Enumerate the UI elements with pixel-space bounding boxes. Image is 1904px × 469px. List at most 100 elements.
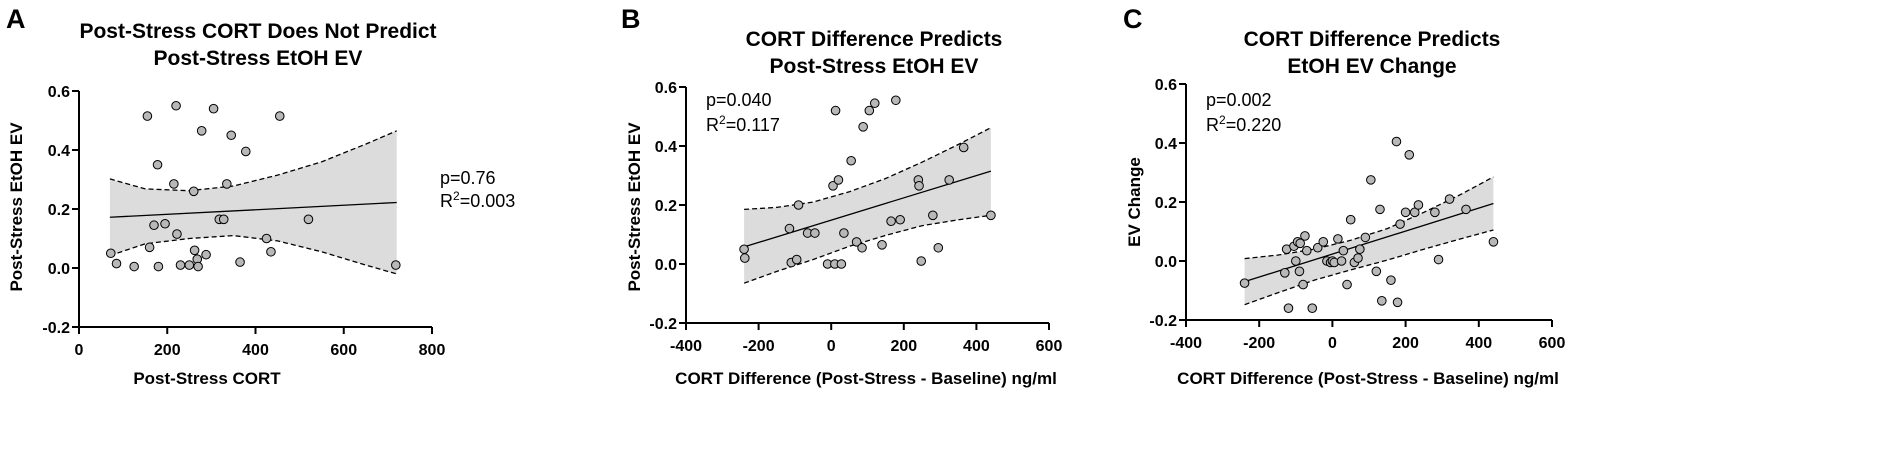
data-point — [810, 228, 820, 238]
data-point — [1336, 256, 1347, 266]
y-tick-label: -0.2 — [42, 320, 70, 337]
data-point — [175, 260, 186, 270]
data-point — [1338, 245, 1349, 256]
data-point — [1444, 194, 1455, 204]
panel-label-c: C — [1123, 4, 1143, 34]
data-point — [886, 216, 896, 227]
data-point — [129, 261, 139, 272]
confidence-band — [109, 130, 397, 274]
y-tick-label: 0.4 — [1155, 136, 1177, 153]
data-point — [160, 218, 170, 229]
x-tick-label: 600 — [1539, 335, 1566, 352]
y-tick-label: 0.2 — [48, 202, 70, 219]
data-point — [1430, 207, 1440, 218]
data-point — [274, 111, 285, 121]
data-point — [169, 179, 179, 189]
p-value-label: p=0.040 — [706, 90, 772, 110]
data-point — [1400, 207, 1411, 218]
chart-title-line-2: EtOH EV Change — [1287, 55, 1456, 78]
x-tick-label: 0 — [75, 342, 84, 359]
x-tick-label: 400 — [242, 342, 269, 359]
x-tick-label: 200 — [890, 338, 917, 355]
data-point — [1312, 242, 1323, 253]
p-value-label: p=0.002 — [1206, 90, 1272, 110]
data-point — [266, 246, 276, 257]
data-point — [105, 248, 116, 259]
data-point — [1239, 278, 1250, 288]
data-point — [193, 261, 203, 272]
data-point — [188, 186, 199, 197]
y-tick-label: 0.6 — [655, 80, 677, 97]
data-point — [869, 98, 880, 109]
x-axis-label: CORT Difference (Post-Stress - Baseline)… — [675, 369, 1057, 388]
data-point — [153, 261, 164, 272]
data-point — [1342, 279, 1352, 290]
data-point — [864, 105, 875, 116]
ci-upper-line — [1244, 176, 1494, 260]
data-point — [916, 256, 927, 266]
data-point — [944, 175, 954, 185]
ci-upper-line — [109, 130, 397, 192]
data-point — [1488, 237, 1499, 247]
y-tick-label: 0.0 — [1155, 254, 1177, 271]
data-point — [739, 244, 749, 255]
data-point — [895, 214, 905, 225]
data-point — [184, 260, 195, 270]
data-point — [1375, 204, 1385, 215]
data-point — [1386, 275, 1396, 285]
x-tick-label: 200 — [1392, 335, 1419, 352]
data-point — [877, 240, 887, 250]
data-point — [1433, 254, 1444, 265]
x-tick-label: 200 — [154, 342, 181, 359]
data-point — [1377, 296, 1387, 306]
x-axis-label: Post-Stress CORT — [133, 369, 281, 388]
ci-upper-line — [744, 127, 992, 211]
chart-title-line-2: Post-Stress EtOH EV — [154, 47, 363, 70]
data-point — [933, 242, 944, 253]
panel-label-a: A — [6, 4, 26, 34]
panel-label-b: B — [621, 4, 641, 34]
y-tick-label: 0.4 — [48, 143, 70, 160]
data-point — [1366, 175, 1376, 185]
ci-lower-line — [1244, 229, 1494, 306]
data-point — [171, 100, 181, 111]
x-tick-label: -200 — [743, 338, 775, 355]
data-point — [152, 159, 163, 170]
data-point — [111, 258, 122, 269]
y-tick-label: 0.6 — [48, 84, 70, 101]
data-point — [928, 210, 938, 221]
confidence-band — [1244, 176, 1494, 305]
data-point — [172, 229, 182, 239]
data-point — [833, 175, 844, 185]
r-squared-label: R2=0.220 — [1206, 113, 1281, 135]
data-point — [1404, 150, 1415, 160]
chart-title-line-1: CORT Difference Predicts — [746, 28, 1003, 51]
y-tick-label: 0.2 — [655, 198, 677, 215]
panel-c: C CORT Difference Predicts EtOH EV Chang… — [1123, 4, 1565, 388]
x-tick-label: 0 — [1328, 335, 1337, 352]
data-point — [1300, 231, 1310, 241]
data-point — [1360, 232, 1371, 243]
data-point — [142, 111, 153, 121]
y-axis-label: Post-Stress EtOH EV — [625, 122, 644, 292]
data-point — [1345, 214, 1356, 225]
ci-lower-line — [743, 214, 991, 284]
data-point — [1355, 244, 1365, 254]
chart-title-line-1: Post-Stress CORT Does Not Predict — [79, 20, 436, 43]
data-point — [201, 249, 211, 260]
data-point — [1391, 136, 1402, 147]
p-value-label: p=0.76 — [440, 168, 496, 188]
data-point — [235, 257, 245, 267]
x-axis-label: CORT Difference (Post-Stress - Baseline)… — [1177, 369, 1559, 388]
data-point — [218, 214, 229, 225]
data-point — [144, 242, 155, 253]
data-point — [828, 181, 838, 191]
x-tick-label: 600 — [1036, 338, 1063, 355]
y-axis-label: Post-Stress EtOH EV — [7, 122, 26, 292]
confidence-band — [744, 127, 991, 284]
data-point — [891, 95, 901, 106]
ci-lower-line — [109, 234, 397, 275]
x-tick-label: -400 — [670, 338, 702, 355]
data-point — [839, 228, 849, 238]
